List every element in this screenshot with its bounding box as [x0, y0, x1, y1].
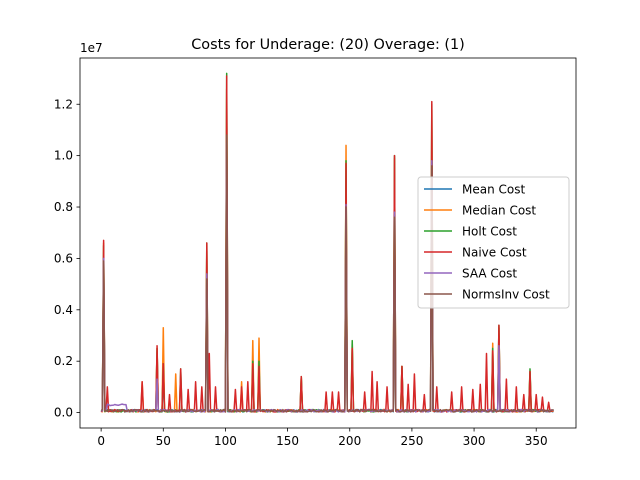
- y-tick-label: 0.6: [54, 251, 73, 265]
- legend-box: [417, 176, 570, 309]
- y-tick-label: 0.0: [54, 406, 73, 420]
- x-tick-label: 350: [525, 434, 548, 448]
- y-tick-label: 0.8: [54, 200, 73, 214]
- series-layer: [100, 72, 554, 413]
- chart-title: Costs for Underage: (20) Overage: (1): [191, 37, 465, 53]
- x-tick-label: 0: [97, 434, 105, 448]
- y-tick-label: 0.4: [54, 303, 73, 317]
- x-axis-ticks: 0 50 100 150 200 250 300 350: [97, 428, 548, 448]
- legend-entry: Median Cost: [462, 204, 536, 218]
- x-tick-label: 200: [338, 434, 361, 448]
- series-line-normsinv-cost: [101, 134, 554, 413]
- legend-entry: Mean Cost: [462, 183, 525, 197]
- y-tick-label: 1.2: [54, 97, 73, 111]
- x-tick-label: 250: [400, 434, 423, 448]
- x-tick-label: 100: [214, 434, 237, 448]
- x-tick-label: 300: [463, 434, 486, 448]
- x-tick-label: 150: [276, 434, 299, 448]
- x-tick-label: 50: [156, 434, 171, 448]
- y-axis-ticks: 0.0 0.2 0.4 0.6 0.8 1.0 1.2: [54, 97, 80, 420]
- y-tick-label: 1.0: [54, 149, 73, 163]
- y-axis-multiplier: 1e7: [80, 41, 103, 55]
- legend-entry: SAA Cost: [462, 267, 517, 281]
- axes-frame: [79, 57, 577, 429]
- legend-entry: Holt Cost: [462, 225, 517, 239]
- y-tick-label: 0.2: [54, 354, 73, 368]
- legend: Mean Cost Median Cost Holt Cost Naive Cost S…: [417, 176, 570, 309]
- legend-entry: NormsInv Cost: [462, 288, 550, 302]
- legend-entry: Naive Cost: [462, 246, 527, 260]
